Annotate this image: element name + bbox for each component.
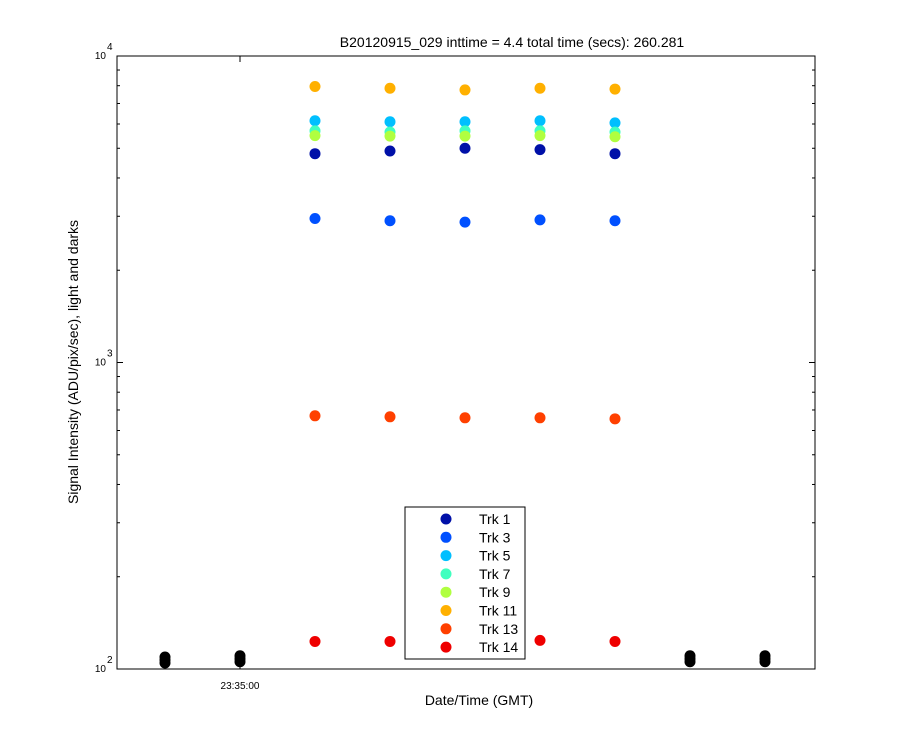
y-tick-label: 10 bbox=[95, 51, 107, 62]
data-point bbox=[459, 84, 471, 96]
legend-label: Trk 13 bbox=[479, 621, 518, 637]
legend-marker bbox=[440, 550, 452, 562]
data-point bbox=[384, 145, 396, 157]
data-point bbox=[459, 412, 471, 424]
legend-label: Trk 1 bbox=[479, 511, 511, 527]
legend-label: Trk 11 bbox=[479, 603, 517, 619]
data-point bbox=[459, 130, 471, 142]
data-point bbox=[534, 144, 546, 156]
data-point bbox=[534, 115, 546, 127]
y-tick-label: 10 bbox=[95, 664, 107, 675]
data-point bbox=[309, 410, 321, 422]
y-tick-label: 10 bbox=[95, 358, 107, 369]
data-point bbox=[384, 82, 396, 94]
data-point bbox=[609, 148, 621, 160]
data-point bbox=[459, 116, 471, 128]
data-point bbox=[309, 212, 321, 224]
legend-marker bbox=[440, 586, 452, 598]
legend-marker bbox=[440, 531, 452, 543]
data-point bbox=[459, 216, 471, 228]
y-axis-label: Signal Intensity (ADU/pix/sec), light an… bbox=[65, 220, 81, 504]
legend-marker bbox=[440, 513, 452, 525]
legend-label: Trk 3 bbox=[479, 529, 511, 545]
dark-point bbox=[234, 656, 246, 668]
data-point bbox=[534, 412, 546, 424]
legend-marker bbox=[440, 641, 452, 653]
data-point bbox=[384, 635, 396, 647]
data-point bbox=[534, 214, 546, 226]
x-axis-label: Date/Time (GMT) bbox=[425, 692, 533, 708]
data-point bbox=[309, 81, 321, 93]
dark-point bbox=[684, 656, 696, 668]
y-tick-exponent: 3 bbox=[107, 349, 113, 360]
data-point bbox=[459, 142, 471, 154]
data-points bbox=[159, 81, 771, 669]
x-tick-label: 23:35:00 bbox=[221, 681, 260, 692]
data-point bbox=[609, 83, 621, 95]
data-point bbox=[384, 116, 396, 128]
dark-point bbox=[159, 657, 171, 669]
data-point bbox=[609, 635, 621, 647]
legend-label: Trk 5 bbox=[479, 548, 511, 564]
y-tick-exponent: 2 bbox=[107, 655, 113, 666]
data-point bbox=[609, 413, 621, 425]
data-point bbox=[609, 131, 621, 143]
data-point bbox=[609, 117, 621, 129]
legend-label: Trk 14 bbox=[479, 639, 518, 655]
chart-title: B20120915_029 inttime = 4.4 total time (… bbox=[340, 34, 685, 50]
legend-label: Trk 9 bbox=[479, 584, 511, 600]
legend-marker bbox=[440, 623, 452, 635]
legend-marker bbox=[440, 605, 452, 616]
data-point bbox=[309, 148, 321, 160]
data-point bbox=[534, 130, 546, 142]
legend-label: Trk 7 bbox=[479, 566, 511, 582]
data-point bbox=[309, 635, 321, 647]
data-point bbox=[534, 634, 546, 646]
data-point bbox=[609, 215, 621, 227]
data-point bbox=[384, 411, 396, 423]
data-point bbox=[384, 130, 396, 142]
data-point bbox=[534, 82, 546, 94]
legend: Trk 1 Trk 3 Trk 5 Trk 7 Trk 9 Trk 11 Trk 13 Trk… bbox=[404, 506, 526, 660]
data-point bbox=[309, 130, 321, 142]
data-point bbox=[384, 215, 396, 227]
dark-point bbox=[759, 656, 771, 668]
data-point bbox=[309, 115, 321, 127]
legend-marker bbox=[440, 568, 452, 580]
y-tick-exponent: 4 bbox=[107, 42, 113, 53]
legend-box bbox=[404, 506, 526, 660]
